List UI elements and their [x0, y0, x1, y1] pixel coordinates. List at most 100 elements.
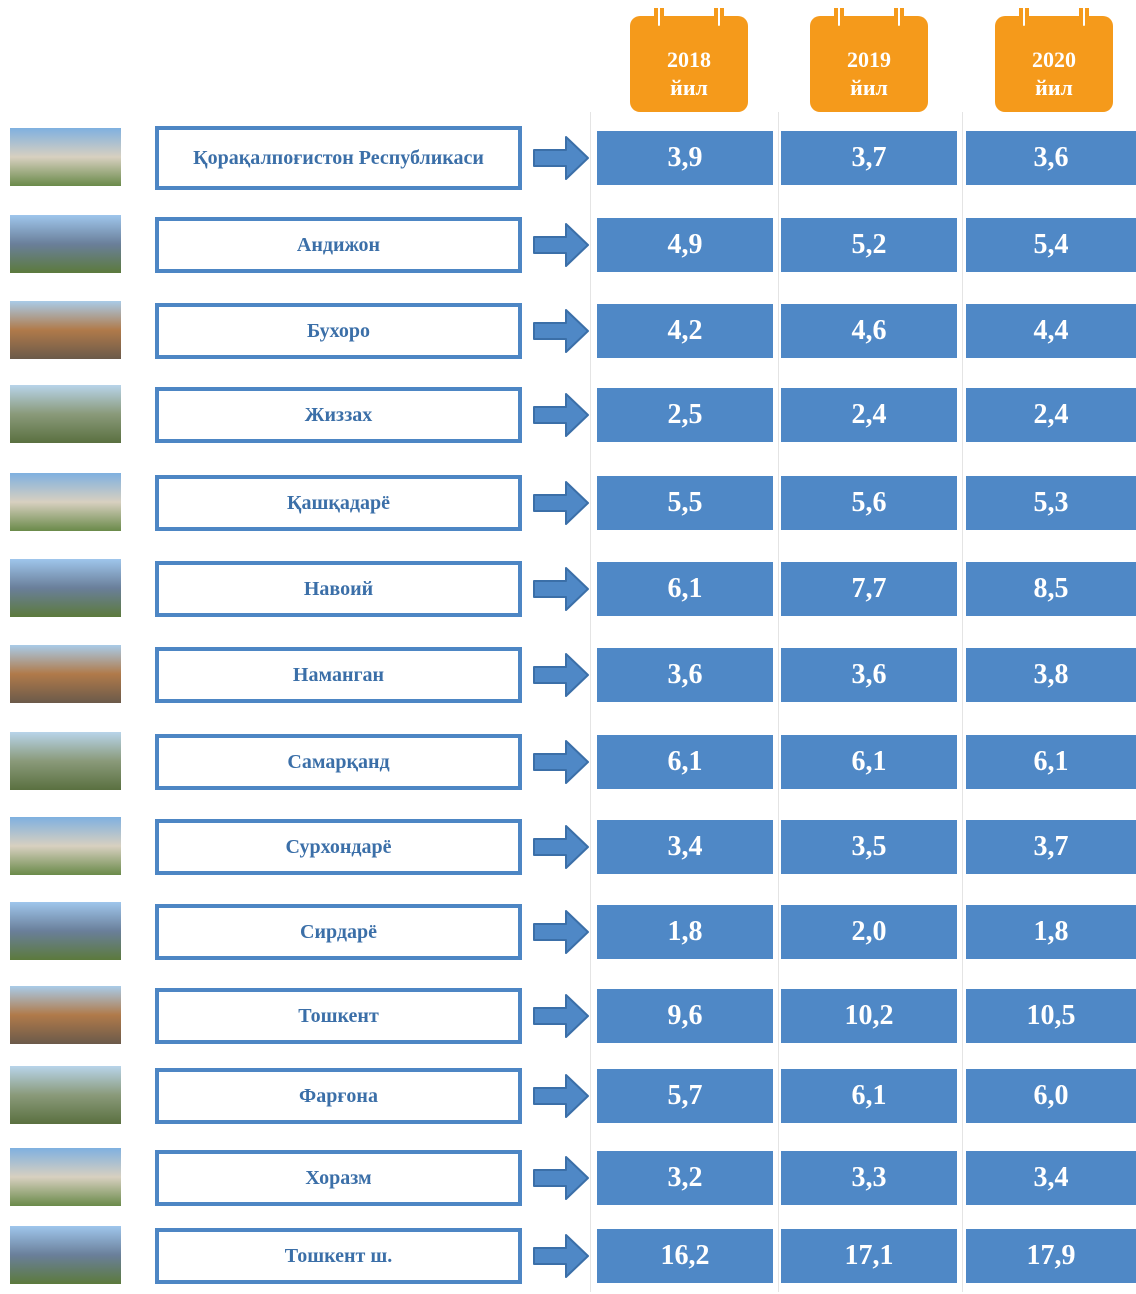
arrow: [532, 480, 590, 526]
calendar-ring: [654, 8, 664, 30]
year-label: 2019: [810, 46, 928, 74]
region-name: Бухоро: [155, 303, 522, 359]
arrow: [532, 824, 590, 870]
value-cell: 3,6: [597, 648, 773, 702]
value-cell: 4,4: [966, 304, 1136, 358]
region-name: Андижон: [155, 217, 522, 273]
region-photo: [10, 473, 121, 531]
value-cell: 6,1: [781, 1069, 957, 1123]
value-cell: 4,6: [781, 304, 957, 358]
region-name: Сирдарё: [155, 904, 522, 960]
value-cell: 5,6: [781, 476, 957, 530]
year-label: 2018: [630, 46, 748, 74]
region-name: Жиззах: [155, 387, 522, 443]
region-photo: [10, 1226, 121, 1284]
region-name: Тошкент: [155, 988, 522, 1044]
value-cell: 17,9: [966, 1229, 1136, 1283]
value-cell: 4,9: [597, 218, 773, 272]
region-photo: [10, 732, 121, 790]
region-photo: [10, 1148, 121, 1206]
value-cell: 3,4: [597, 820, 773, 874]
arrow: [532, 1233, 590, 1279]
region-name: Қашқадарё: [155, 475, 522, 531]
value-cell: 3,8: [966, 648, 1136, 702]
region-photo: [10, 385, 121, 443]
arrow: [532, 739, 590, 785]
value-cell: 3,4: [966, 1151, 1136, 1205]
region-photo: [10, 1066, 121, 1124]
value-cell: 3,6: [781, 648, 957, 702]
region-name: Тошкент ш.: [155, 1228, 522, 1284]
value-cell: 6,1: [781, 735, 957, 789]
region-name: Фарғона: [155, 1068, 522, 1124]
value-cell: 5,5: [597, 476, 773, 530]
value-cell: 5,4: [966, 218, 1136, 272]
region-photo: [10, 645, 121, 703]
calendar-ring: [1079, 8, 1089, 30]
calendar-ring: [1019, 8, 1029, 30]
value-cell: 5,3: [966, 476, 1136, 530]
value-cell: 1,8: [966, 905, 1136, 959]
value-cell: 2,4: [781, 388, 957, 442]
value-cell: 17,1: [781, 1229, 957, 1283]
calendar-ring: [834, 8, 844, 30]
value-cell: 5,2: [781, 218, 957, 272]
value-cell: 3,6: [966, 131, 1136, 185]
value-cell: 7,7: [781, 562, 957, 616]
value-cell: 3,5: [781, 820, 957, 874]
year-label: 2020: [995, 46, 1113, 74]
region-name: Наманган: [155, 647, 522, 703]
value-cell: 6,1: [597, 735, 773, 789]
column-separator: [778, 112, 779, 1292]
value-cell: 6,1: [597, 562, 773, 616]
region-photo: [10, 817, 121, 875]
region-name: Навоий: [155, 561, 522, 617]
value-cell: 6,1: [966, 735, 1136, 789]
value-cell: 3,7: [781, 131, 957, 185]
arrow: [532, 652, 590, 698]
year-unit: йил: [995, 74, 1113, 102]
year-unit: йил: [810, 74, 928, 102]
column-separator: [962, 112, 963, 1292]
value-cell: 2,4: [966, 388, 1136, 442]
value-cell: 10,5: [966, 989, 1136, 1043]
region-name: Сурхондарё: [155, 819, 522, 875]
column-separator: [590, 112, 591, 1292]
region-photo: [10, 986, 121, 1044]
region-name: Қорақалпоғистон Республикаси: [155, 126, 522, 190]
region-photo: [10, 559, 121, 617]
region-name: Самарқанд: [155, 734, 522, 790]
value-cell: 3,2: [597, 1151, 773, 1205]
year-unit: йил: [630, 74, 748, 102]
arrow: [532, 566, 590, 612]
value-cell: 8,5: [966, 562, 1136, 616]
value-cell: 5,7: [597, 1069, 773, 1123]
calendar-ring: [894, 8, 904, 30]
value-cell: 3,9: [597, 131, 773, 185]
calendar-ring: [714, 8, 724, 30]
value-cell: 2,5: [597, 388, 773, 442]
arrow: [532, 308, 590, 354]
value-cell: 3,3: [781, 1151, 957, 1205]
value-cell: 2,0: [781, 905, 957, 959]
arrow: [532, 222, 590, 268]
value-cell: 4,2: [597, 304, 773, 358]
region-name: Хоразм: [155, 1150, 522, 1206]
page: 2018йил2019йил2020йилҚорақалпоғистон Рес…: [0, 0, 1136, 1294]
value-cell: 6,0: [966, 1069, 1136, 1123]
value-cell: 1,8: [597, 905, 773, 959]
arrow: [532, 909, 590, 955]
arrow: [532, 1155, 590, 1201]
arrow: [532, 392, 590, 438]
value-cell: 10,2: [781, 989, 957, 1043]
region-photo: [10, 301, 121, 359]
value-cell: 9,6: [597, 989, 773, 1043]
region-photo: [10, 215, 121, 273]
arrow: [532, 993, 590, 1039]
value-cell: 16,2: [597, 1229, 773, 1283]
arrow: [532, 1073, 590, 1119]
arrow: [532, 135, 590, 181]
